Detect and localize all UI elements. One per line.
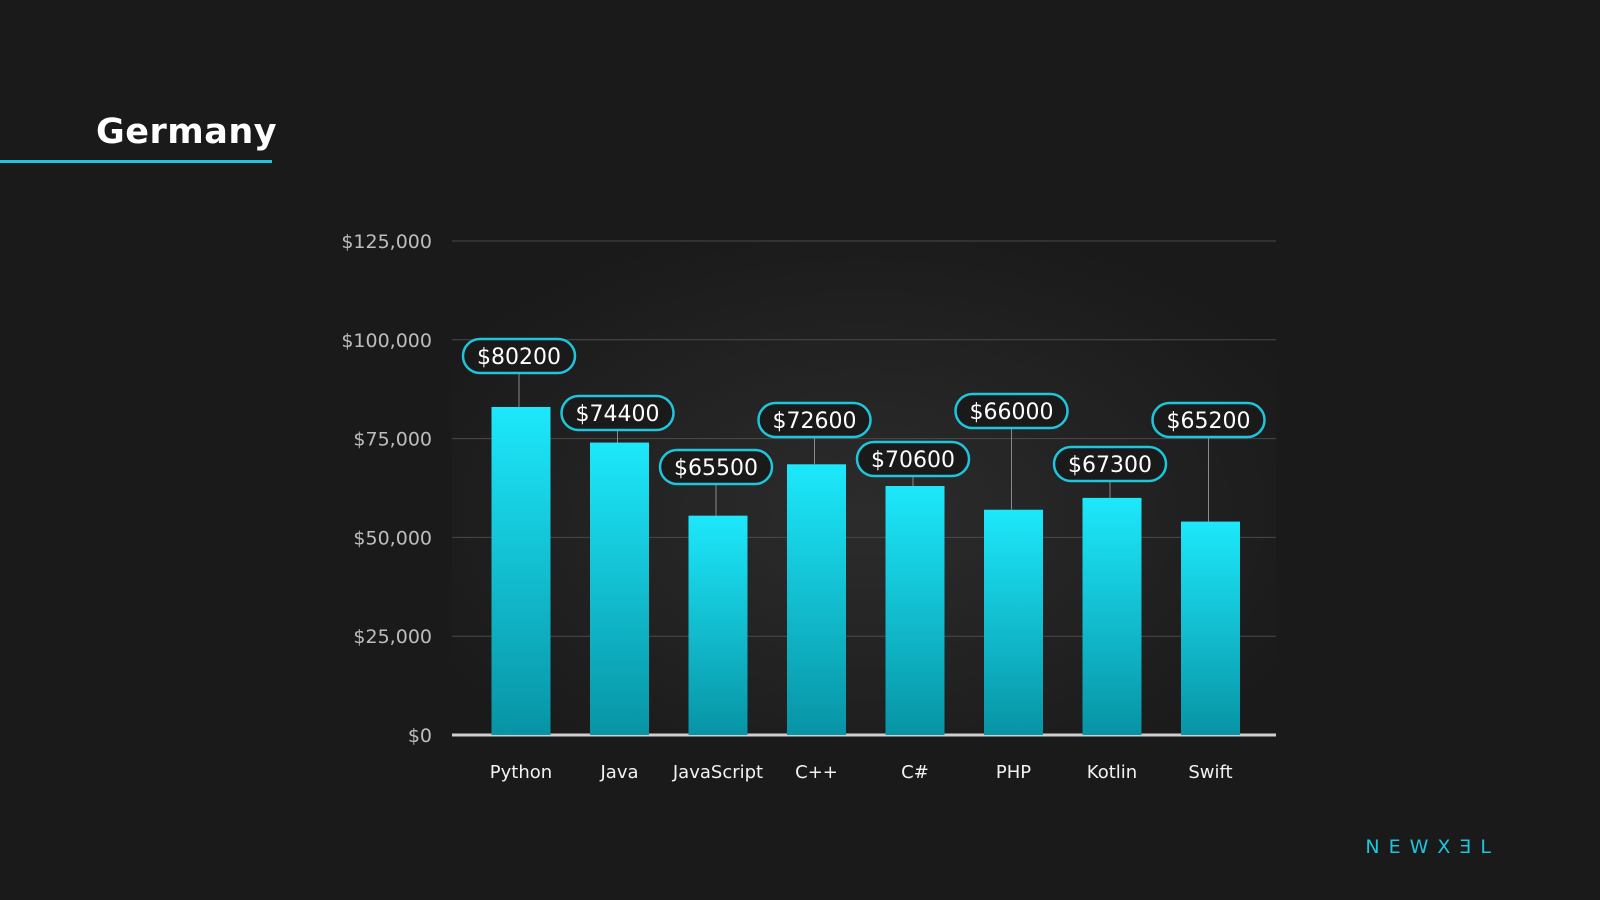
y-tick-label: $100,000	[341, 330, 432, 352]
x-tick-label: C#	[901, 762, 929, 783]
data-label-box	[560, 394, 675, 432]
data-label-box	[1052, 445, 1168, 483]
bar-java	[590, 442, 649, 735]
y-tick-label: $25,000	[353, 626, 432, 648]
y-tick-label: $125,000	[341, 231, 432, 253]
bar-javascript	[688, 515, 748, 735]
title-underline	[0, 160, 272, 163]
data-label: $72600	[773, 409, 857, 434]
brand-logo: NEWXƎL	[1365, 836, 1500, 858]
x-tick-label: Python	[490, 762, 552, 783]
data-label-box	[757, 401, 872, 439]
data-label-box	[461, 337, 577, 375]
y-tick-label: $75,000	[353, 429, 432, 451]
x-tick-label: PHP	[996, 762, 1031, 783]
data-label-box	[1151, 401, 1266, 439]
data-label: $67300	[1068, 453, 1152, 478]
data-label: $65500	[674, 456, 758, 481]
data-label: $70600	[871, 448, 955, 473]
x-tick-label: Java	[599, 762, 638, 783]
bar-php	[984, 509, 1043, 735]
bar-kotlin	[1082, 497, 1142, 735]
data-label-box	[954, 392, 1069, 430]
slide-title: Germany	[96, 112, 278, 152]
data-label: $74400	[576, 402, 660, 427]
data-label: $65200	[1167, 409, 1251, 434]
data-label-box	[658, 448, 774, 486]
data-label: $66000	[970, 400, 1054, 425]
y-tick-label: $0	[408, 725, 432, 747]
x-tick-label: C++	[795, 762, 838, 783]
bar-python	[491, 406, 551, 735]
bar-c-	[787, 464, 846, 735]
data-label: $80200	[477, 345, 561, 370]
bar-swift	[1181, 521, 1240, 735]
x-tick-label: Kotlin	[1087, 762, 1137, 783]
x-tick-label: Swift	[1188, 762, 1232, 783]
x-tick-label: JavaScript	[672, 762, 763, 783]
data-label-box	[855, 440, 971, 478]
plot-area	[452, 240, 1276, 736]
bar-c-	[885, 486, 945, 735]
y-tick-label: $50,000	[353, 527, 432, 549]
